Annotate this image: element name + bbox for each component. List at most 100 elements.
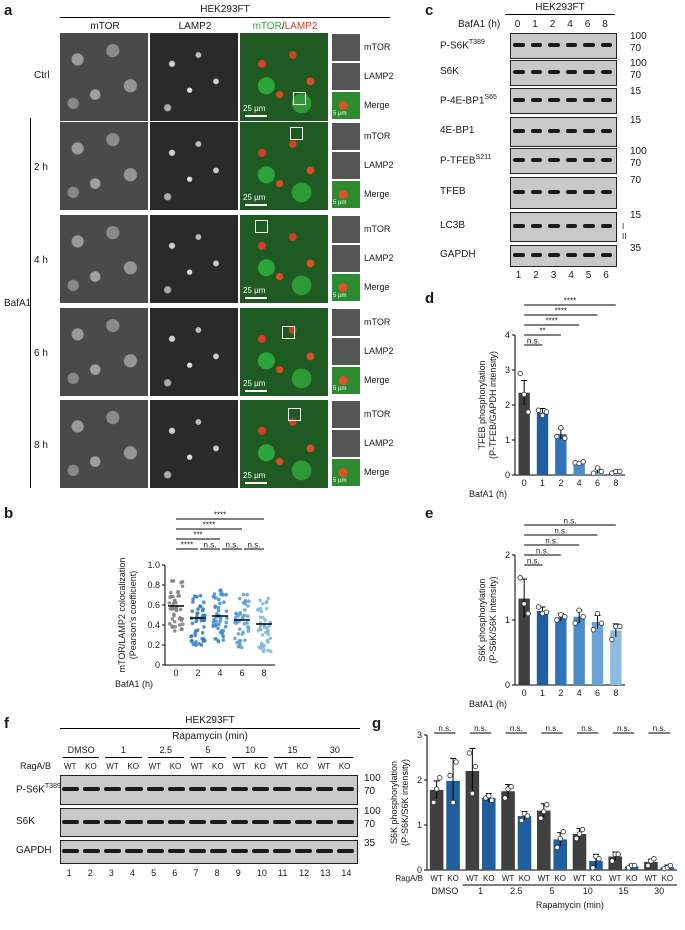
- f-treatment: Rapamycin (min): [172, 731, 248, 742]
- c-timepoint: 6: [584, 19, 591, 30]
- data-point: [535, 604, 542, 610]
- significance-label: ****: [214, 511, 226, 520]
- data-point: [580, 614, 586, 620]
- data-point: [535, 407, 542, 413]
- data-point: [617, 468, 623, 475]
- data-point: [200, 631, 205, 635]
- inset-label-merge: Merge: [364, 467, 390, 477]
- data-point: [179, 580, 183, 585]
- y-tick-label: 0: [505, 680, 510, 690]
- row-label-6h: 6 h: [34, 348, 48, 359]
- f-lane-number: 11: [278, 868, 288, 878]
- micrograph-merge-row-0: [240, 33, 328, 121]
- c-band: [600, 129, 612, 133]
- data-point: [247, 599, 251, 604]
- significance-label: n.s.: [527, 557, 540, 566]
- scale-text: 25 µm: [243, 286, 266, 295]
- data-point: [502, 795, 508, 801]
- data-point: [562, 614, 568, 620]
- data-point: [539, 412, 546, 419]
- f-lane-number: 6: [172, 868, 178, 878]
- c-mw-label: 70: [630, 175, 642, 186]
- row-label-2h: 2 h: [34, 162, 48, 173]
- panel-label-b: b: [4, 505, 14, 522]
- y-tick-label: 0.8: [147, 580, 160, 590]
- data-point: [236, 644, 241, 649]
- bar: [429, 789, 444, 870]
- data-point: [236, 632, 241, 636]
- c-lane-number: 2: [533, 270, 539, 281]
- f-band: [146, 819, 164, 824]
- x-genotype-label: WT: [466, 874, 479, 883]
- y-axis-label: mTOR/LAMP2 colocalization: [117, 558, 127, 673]
- c-band: [513, 129, 525, 133]
- data-point: [469, 790, 476, 797]
- data-point: [262, 648, 266, 652]
- bar: [573, 616, 585, 685]
- f-lane-number: 9: [235, 868, 241, 878]
- f-band: [146, 849, 164, 853]
- c-lane-number: 4: [568, 270, 574, 281]
- x-tick-label: 8: [613, 478, 618, 488]
- data-point: [218, 601, 222, 606]
- c-band: [548, 43, 560, 47]
- f-band: [104, 787, 122, 791]
- significance-label: ****: [564, 297, 576, 306]
- f-row-label: RagA/B: [20, 761, 52, 771]
- data-point: [517, 370, 523, 377]
- data-point: [257, 645, 261, 649]
- x-tick-label: 4: [217, 668, 222, 678]
- panel-label-f: f: [4, 715, 9, 732]
- data-point: [216, 597, 221, 602]
- significance-label: **: [539, 327, 545, 336]
- f-genotype: WT: [64, 762, 77, 771]
- c-band: [565, 70, 577, 74]
- roi-box: [293, 92, 306, 105]
- data-point: [238, 596, 242, 601]
- c-band: [600, 253, 612, 257]
- inset-lamp2: [331, 429, 361, 458]
- panel-label-g: g: [372, 715, 382, 732]
- inset-scale-text: 5 µm: [333, 386, 347, 392]
- f-lane-number: 2: [87, 868, 93, 878]
- data-point: [580, 458, 586, 465]
- data-point: [594, 610, 601, 617]
- c-blot-sup: S211: [475, 154, 492, 161]
- inset-mtor: [331, 122, 361, 151]
- data-point: [224, 592, 229, 597]
- y-axis-label: S6K phosphorylation: [389, 761, 399, 844]
- bar: [518, 392, 530, 475]
- c-band: [583, 253, 595, 257]
- data-point: [245, 620, 249, 625]
- f-band: [62, 819, 80, 824]
- bar: [644, 861, 658, 870]
- c-band: [600, 98, 612, 102]
- data-point: [191, 600, 195, 604]
- c-band: [600, 158, 612, 162]
- x-axis-label: BafA1 (h): [469, 489, 507, 499]
- data-point: [196, 607, 200, 611]
- bar: [446, 780, 460, 870]
- bar: [555, 434, 567, 475]
- significance-label: ***: [193, 531, 202, 540]
- panel-b-chart: 0 0.2 0.4 0.6 0.8 1.0 0 2 4 6 8 BafA1 (h) mTOR/LAMP2…: [115, 511, 275, 689]
- x-genotype-label: WT: [609, 874, 622, 883]
- data-point: [190, 609, 195, 613]
- data-point: [524, 813, 531, 819]
- f-lane-number: 7: [193, 868, 199, 878]
- data-point: [168, 606, 173, 611]
- c-timepoint: 0: [514, 19, 521, 30]
- c-blot-label-2: P-4E-BP1S65: [440, 94, 497, 107]
- significance-label: n.s.: [510, 724, 523, 733]
- data-point: [609, 858, 615, 864]
- significance-label: n.s.: [474, 724, 487, 733]
- x-condition-label: 10: [583, 886, 593, 896]
- y-tick-label: 4: [505, 330, 510, 340]
- data-point: [219, 629, 224, 633]
- c-band: [513, 253, 525, 257]
- f-band: [83, 787, 101, 791]
- header-line: [60, 17, 390, 18]
- y-axis-label: (P-S6K/S6K intensity): [488, 576, 498, 663]
- c-blot-label-1: S6K: [440, 66, 459, 77]
- data-point: [172, 629, 177, 633]
